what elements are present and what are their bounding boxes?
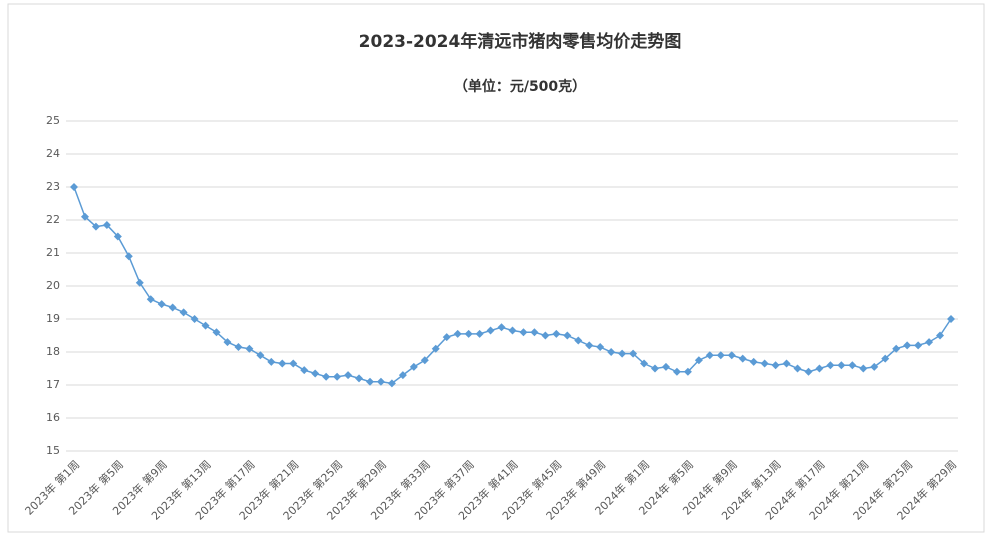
- y-tick-label: 24: [46, 147, 60, 160]
- marker: [519, 328, 528, 337]
- y-tick-label: 25: [46, 114, 60, 127]
- marker: [223, 338, 232, 347]
- marker: [245, 344, 254, 353]
- marker: [804, 367, 813, 376]
- marker: [618, 349, 627, 358]
- chart-subtitle: （单位：元/500克）: [454, 78, 586, 95]
- y-tick-label: 21: [46, 246, 60, 259]
- marker: [322, 372, 331, 381]
- marker: [892, 344, 901, 353]
- marker: [651, 364, 660, 373]
- marker: [376, 377, 385, 386]
- marker: [771, 361, 780, 370]
- marker: [365, 377, 374, 386]
- marker: [256, 351, 265, 360]
- y-tick-label: 17: [46, 378, 60, 391]
- marker: [387, 379, 396, 388]
- marker: [694, 356, 703, 365]
- marker: [355, 374, 364, 383]
- marker: [749, 357, 758, 366]
- marker: [574, 336, 583, 345]
- marker: [398, 371, 407, 380]
- marker: [190, 315, 199, 323]
- marker: [552, 329, 561, 338]
- marker: [530, 328, 539, 337]
- marker: [870, 362, 879, 371]
- marker: [475, 329, 484, 338]
- marker: [311, 369, 320, 378]
- marker: [409, 362, 418, 371]
- marker: [212, 328, 221, 337]
- chart-title: 2023-2024年清远市猪肉零售均价走势图: [359, 31, 682, 52]
- marker: [815, 364, 824, 373]
- marker: [947, 315, 955, 323]
- marker: [420, 356, 429, 365]
- marker: [541, 331, 550, 340]
- marker: [596, 343, 605, 352]
- y-tick-label: 19: [46, 312, 60, 325]
- marker: [936, 331, 945, 340]
- marker: [442, 333, 451, 342]
- marker: [146, 295, 155, 304]
- marker: [278, 359, 287, 368]
- chart-area: [7, 3, 985, 533]
- marker: [640, 359, 649, 368]
- marker: [672, 367, 681, 376]
- marker: [508, 326, 517, 335]
- marker: [793, 364, 802, 373]
- marker: [881, 354, 890, 363]
- y-tick-label: 20: [46, 279, 60, 292]
- marker: [903, 341, 912, 350]
- marker: [925, 338, 934, 347]
- marker: [344, 371, 353, 380]
- marker: [727, 351, 736, 360]
- marker: [135, 278, 144, 287]
- marker: [914, 341, 923, 350]
- marker: [234, 343, 243, 352]
- y-tick-label: 15: [46, 444, 60, 457]
- marker: [179, 308, 188, 317]
- marker: [661, 362, 670, 371]
- marker: [837, 361, 846, 370]
- marker: [563, 331, 572, 340]
- marker: [497, 323, 506, 332]
- marker: [124, 252, 133, 261]
- marker: [289, 359, 298, 368]
- marker: [859, 364, 868, 373]
- marker: [80, 212, 89, 221]
- marker: [826, 361, 835, 370]
- marker: [70, 183, 78, 191]
- marker: [113, 232, 122, 241]
- marker: [300, 366, 309, 375]
- y-tick-label: 18: [46, 345, 60, 358]
- marker: [848, 361, 857, 370]
- marker: [102, 220, 111, 229]
- marker: [738, 354, 747, 363]
- marker: [464, 329, 473, 338]
- marker: [267, 357, 276, 366]
- marker: [585, 341, 594, 350]
- marker: [157, 300, 166, 309]
- marker: [486, 326, 495, 335]
- marker: [201, 321, 210, 330]
- marker: [782, 359, 791, 368]
- marker: [683, 367, 692, 376]
- marker: [431, 344, 440, 353]
- marker: [716, 351, 725, 360]
- y-tick-label: 16: [46, 411, 60, 424]
- marker: [168, 303, 177, 312]
- marker: [91, 222, 100, 231]
- marker: [333, 372, 342, 381]
- marker: [705, 351, 714, 360]
- marker: [453, 329, 462, 338]
- marker: [760, 359, 769, 368]
- marker: [629, 349, 638, 358]
- y-tick-label: 23: [46, 180, 60, 193]
- y-tick-label: 22: [46, 213, 60, 226]
- marker: [607, 348, 616, 356]
